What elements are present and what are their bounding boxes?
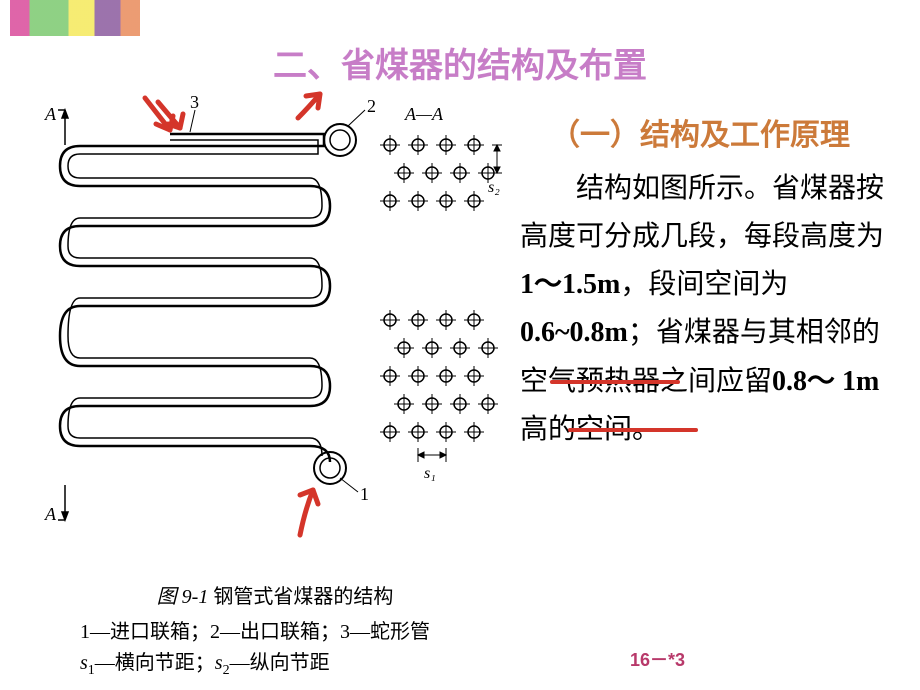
economizer-diagram: A 2 1 3 — [40, 90, 510, 575]
figure-title: 钢管式省煤器的结构 — [213, 586, 393, 608]
decorative-bar — [10, 0, 140, 36]
segment-height: 1～1.5m — [520, 269, 620, 300]
label-s2: s₂ — [488, 179, 500, 196]
label-1: 1 — [360, 484, 369, 504]
body-mid1: ，段间空间为 — [620, 269, 788, 300]
label-2: 2 — [367, 96, 376, 116]
figure-number: 图 9-1 — [157, 586, 209, 608]
page-footer: 16－*3 — [630, 646, 685, 672]
figure-caption: 图 9-1 钢管式省煤器的结构 1—进口联箱；2—出口联箱；3—蛇形管 s1—横… — [60, 582, 490, 682]
label-s1: s₁ — [424, 465, 436, 482]
figure-legend-1: 1—进口联箱；2—出口联箱；3—蛇形管 — [60, 617, 490, 648]
body-paragraph: 结构如图所示。省煤器按高度可分成几段，每段高度为1～1.5m，段间空间为0.6~… — [520, 165, 895, 454]
cross-section-lower — [380, 310, 498, 442]
red-arrow-in — [145, 98, 183, 130]
figure-legend-2: s1—横向节距；s2—纵向节距 — [60, 648, 490, 682]
cross-section-upper — [380, 135, 498, 211]
content-area: A 2 1 3 — [0, 90, 920, 670]
red-arrow-bottom — [300, 490, 318, 535]
intro-text: 结构如图所示。 — [576, 173, 772, 204]
label-3: 3 — [190, 92, 199, 112]
section-heading: （一）结构及工作原理 — [520, 110, 895, 161]
figure-area: A 2 1 3 — [0, 90, 520, 670]
red-underline-2 — [568, 428, 698, 432]
preheater-gap: 0.8～ 1m — [772, 366, 879, 397]
label-A-bottom: A — [44, 504, 57, 524]
label-section: A—A — [404, 104, 444, 124]
red-underline-1 — [550, 380, 680, 384]
gap-height: 0.6~0.8m — [520, 317, 628, 348]
red-arrow-out-top — [298, 94, 320, 118]
label-A-top: A — [44, 104, 57, 124]
